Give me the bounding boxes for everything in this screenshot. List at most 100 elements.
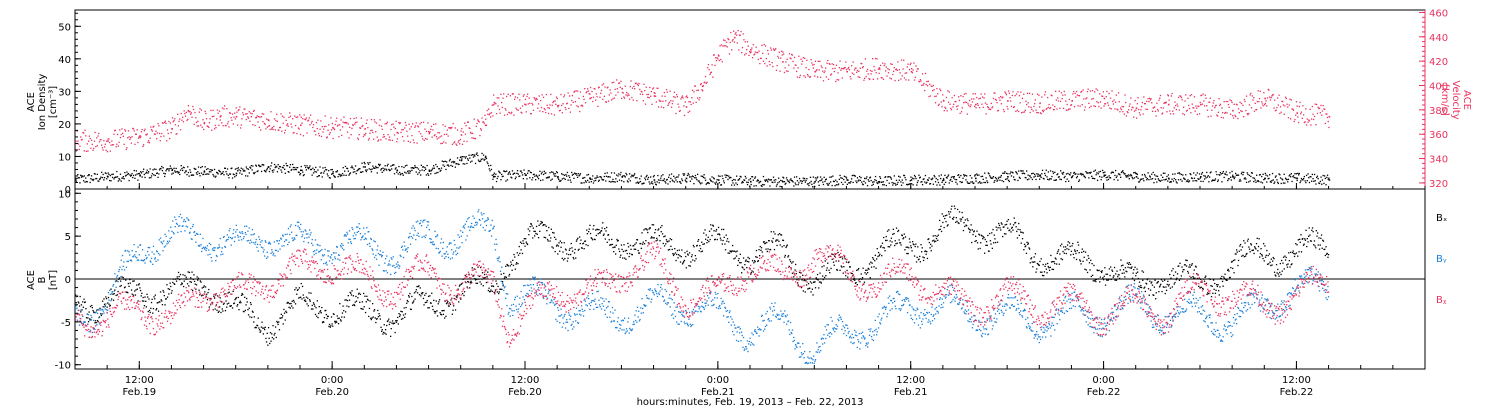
point-bx [606, 241, 608, 243]
point-velocity [110, 144, 112, 146]
point-bx [316, 315, 318, 317]
point-bx [539, 230, 541, 232]
point-density [968, 182, 971, 184]
point-bx [233, 302, 236, 304]
anchor-density [814, 180, 816, 183]
point-velocity [921, 84, 923, 87]
point-density [1316, 175, 1319, 177]
point-velocity [605, 101, 608, 103]
point-density [609, 176, 611, 178]
point-density [660, 177, 662, 179]
point-density [684, 179, 686, 181]
point-bx [731, 250, 733, 252]
point-velocity [357, 138, 360, 141]
point-bx [353, 303, 355, 306]
point-velocity [1296, 105, 1298, 107]
point-bx [840, 265, 842, 267]
point-density [465, 156, 467, 158]
point-bx [802, 274, 804, 276]
point-bx [961, 211, 963, 214]
point-bx [481, 278, 483, 280]
point-velocity [277, 129, 279, 131]
point-density [1222, 172, 1224, 174]
point-density [887, 176, 890, 178]
point-velocity [190, 113, 192, 115]
point-density [668, 176, 670, 178]
point-density [1275, 175, 1277, 177]
point-velocity [883, 64, 885, 67]
point-density [478, 160, 480, 163]
point-velocity [770, 49, 772, 51]
point-velocity [242, 114, 245, 116]
point-velocity [842, 67, 844, 70]
point-bx [823, 276, 826, 279]
point-velocity [581, 104, 583, 106]
point-velocity [1293, 120, 1295, 123]
anchor-velocity [814, 70, 816, 73]
point-bx [764, 242, 767, 244]
point-bx [957, 208, 959, 211]
point-bx [904, 236, 907, 238]
point-velocity [1068, 98, 1070, 101]
point-bx [755, 256, 757, 258]
point-velocity [1124, 94, 1126, 96]
point-density [373, 167, 375, 169]
point-bx [295, 287, 297, 289]
point-velocity [102, 149, 104, 151]
point-bx [929, 247, 931, 249]
point-density [1021, 172, 1023, 175]
point-density [349, 172, 352, 174]
point-velocity [226, 123, 229, 125]
point-density [676, 181, 678, 183]
point-velocity [1227, 100, 1229, 103]
point-velocity [320, 135, 323, 138]
point-velocity [1160, 107, 1162, 109]
point-velocity [376, 136, 378, 138]
point-velocity [1132, 107, 1134, 109]
point-bx [432, 308, 434, 311]
point-bx [78, 305, 81, 307]
point-density [1274, 181, 1276, 183]
point-bx [562, 259, 565, 261]
anchor-density [975, 177, 977, 180]
point-density [714, 182, 716, 184]
point-bx [973, 230, 975, 232]
point-density [540, 179, 542, 182]
point-density [283, 164, 285, 167]
point-bx [338, 317, 340, 319]
point-density [952, 176, 954, 178]
point-velocity [793, 56, 796, 59]
point-density [606, 172, 608, 174]
point-velocity [1065, 100, 1067, 102]
point-density [441, 160, 443, 162]
point-bx [385, 333, 387, 335]
point-velocity [906, 72, 908, 74]
point-density [252, 172, 255, 174]
point-density [767, 178, 770, 180]
point-bx [382, 331, 385, 334]
point-velocity [78, 148, 80, 151]
point-bx [885, 235, 887, 238]
point-velocity [279, 126, 281, 129]
point-density [1188, 180, 1191, 182]
point-density [454, 166, 456, 168]
point-bx [782, 239, 785, 242]
point-density [475, 153, 477, 155]
point-velocity [780, 57, 782, 59]
anchor-velocity [171, 128, 173, 130]
point-bx [648, 228, 650, 230]
point-bx [197, 279, 199, 281]
point-velocity [784, 67, 786, 69]
point-velocity [1166, 111, 1168, 113]
point-density [1053, 179, 1055, 181]
point-velocity [428, 133, 430, 135]
point-bx [129, 282, 131, 284]
point-density [1230, 179, 1232, 181]
point-velocity [1104, 103, 1107, 105]
point-density [348, 174, 350, 176]
anchor-velocity [267, 119, 270, 122]
point-velocity [506, 95, 508, 98]
point-bx [395, 321, 398, 323]
point-bx [842, 272, 844, 274]
point-bx [399, 314, 401, 316]
